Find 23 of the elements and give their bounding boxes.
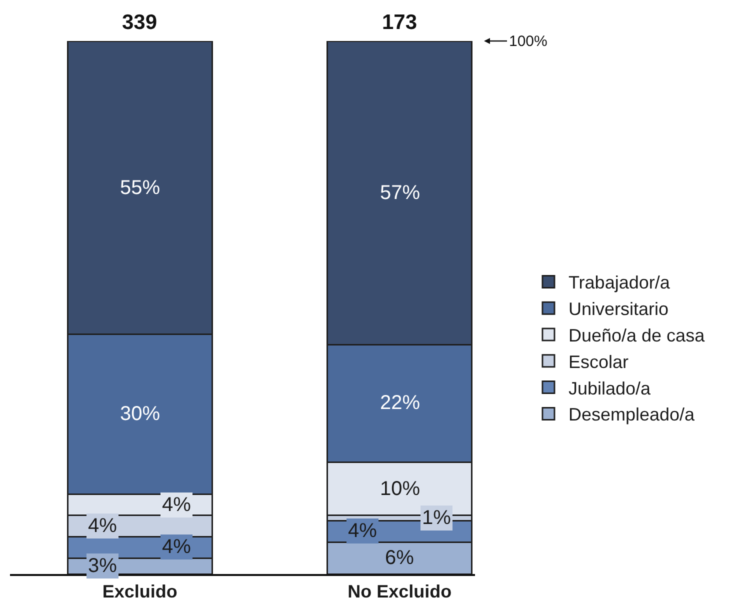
data-label: 6% — [385, 547, 414, 569]
legend-label: Universitario — [568, 299, 669, 320]
data-label: 30% — [120, 403, 160, 425]
data-label: 3% — [88, 555, 118, 577]
annotation: 339 — [122, 11, 158, 34]
text: 100% — [509, 33, 548, 50]
legend-label: Dueño/a de casa — [568, 326, 706, 346]
data-label: 4% — [162, 494, 192, 516]
legend-label: Jubilado/a — [568, 378, 652, 398]
data-label: 22% — [380, 392, 420, 414]
data-label: 4% — [88, 515, 118, 537]
legend-label: Desempleado/a — [568, 404, 696, 425]
data-label: 57% — [380, 182, 420, 204]
legend-label: Escolar — [568, 352, 629, 372]
x-tick-label: No Excluido — [348, 581, 452, 602]
data-label: 1% — [422, 507, 452, 529]
data-label: 4% — [162, 536, 192, 558]
data-label: 10% — [380, 478, 420, 500]
legend-label: Trabajador/a — [568, 272, 671, 293]
x-tick-label: Excluido — [102, 581, 178, 602]
data-label: 4% — [348, 520, 378, 542]
data-label: 55% — [120, 177, 160, 199]
annotation: 173 — [382, 11, 418, 34]
